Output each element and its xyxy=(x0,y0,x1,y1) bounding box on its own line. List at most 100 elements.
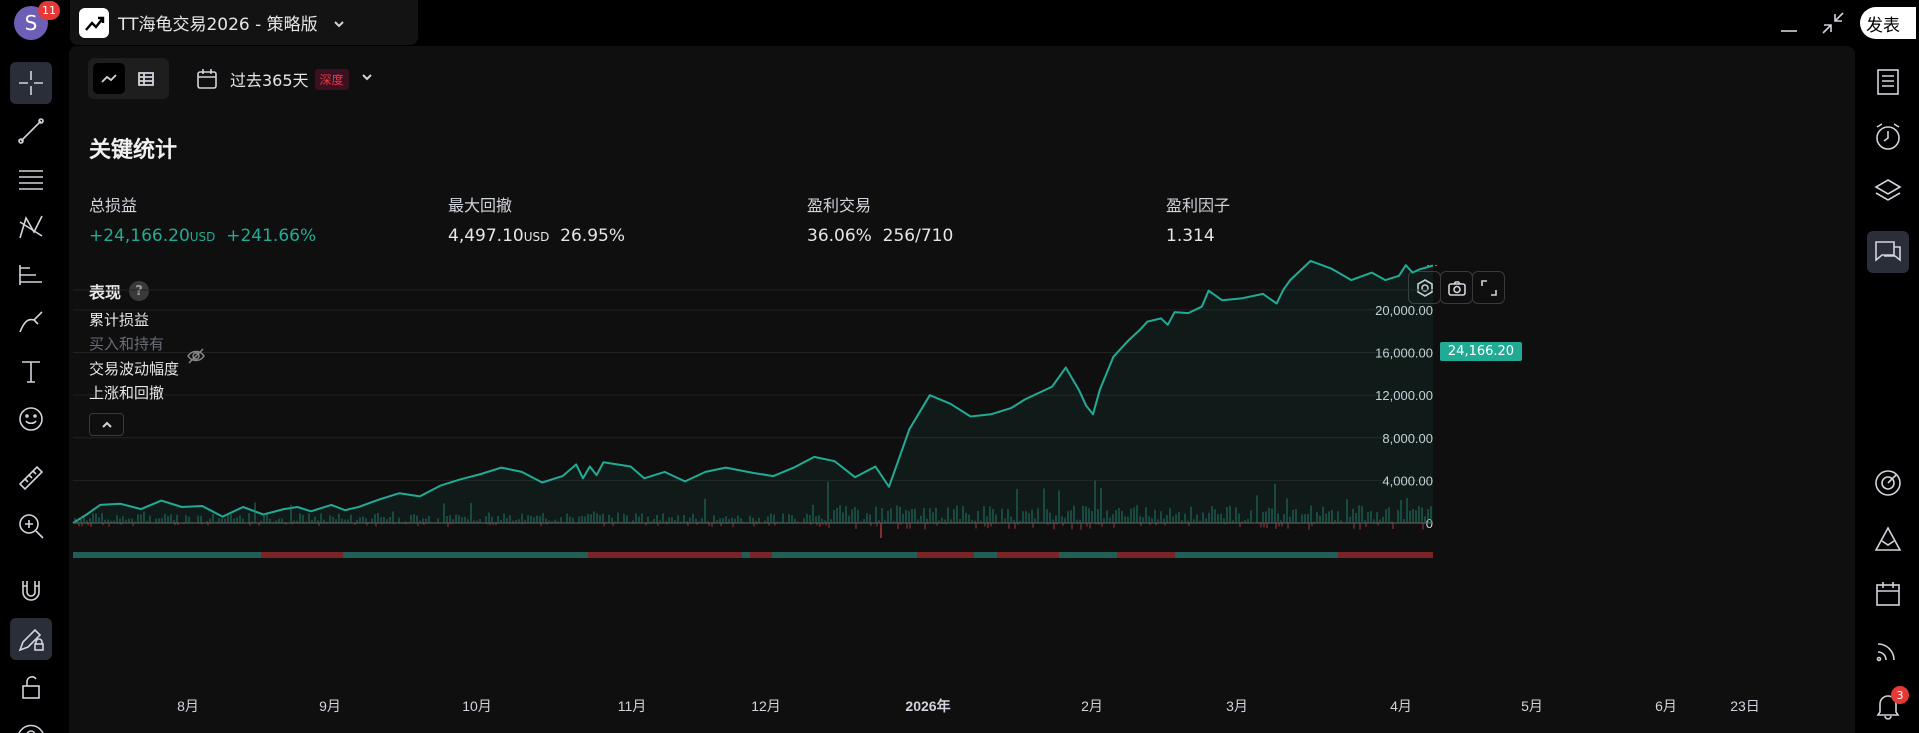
runup-drawdown-segment xyxy=(1338,552,1393,558)
stat-value: 36.06% 256/710 xyxy=(807,226,953,246)
ideas-button[interactable] xyxy=(1867,518,1909,560)
pencil-lock-icon xyxy=(18,628,44,652)
equity-line xyxy=(72,259,1434,524)
tab-title: TT海龟交易2026 - 策略版 xyxy=(118,15,318,35)
emoji-tool[interactable] xyxy=(10,398,52,440)
table-icon xyxy=(138,71,154,86)
chevron-down-icon[interactable] xyxy=(332,16,346,30)
runup-drawdown-segment xyxy=(1417,552,1433,558)
runup-drawdown-segment xyxy=(201,552,261,558)
period-selector[interactable]: 过去365天 深度 xyxy=(195,64,375,94)
runup-drawdown-segment xyxy=(457,552,515,558)
notification-badge: 11 xyxy=(38,1,60,20)
lock-drawings-tool[interactable] xyxy=(10,618,52,660)
runup-drawdown-segment xyxy=(742,552,750,558)
runup-drawdown-segment xyxy=(610,552,673,558)
runup-drawdown-segment xyxy=(1059,552,1117,558)
publish-button[interactable]: 发表 xyxy=(1860,7,1916,39)
stat-max-drawdown: 最大回撤 4,497.10USD 26.95% xyxy=(448,192,625,246)
text-tool[interactable] xyxy=(10,350,52,392)
layers-button[interactable] xyxy=(1867,170,1909,212)
performance-label: 表现 xyxy=(89,283,122,302)
table-view-button[interactable] xyxy=(130,63,162,94)
zoom-tool[interactable] xyxy=(10,505,52,547)
y-tick-label: 4,000.00 xyxy=(1382,473,1433,488)
eye-off-icon[interactable] xyxy=(186,346,206,370)
crosshair-tool[interactable] xyxy=(10,62,52,104)
runup-drawdown-segment xyxy=(1309,552,1338,558)
calendar-icon xyxy=(1876,582,1900,606)
runup-drawdown-segment xyxy=(1148,552,1155,558)
avatar-letter: S xyxy=(24,11,38,35)
forecast-tool[interactable] xyxy=(10,254,52,296)
pattern-tool[interactable] xyxy=(10,206,52,248)
win-rate-value: 36.06% xyxy=(807,226,872,246)
runup-drawdown-segment xyxy=(92,552,120,558)
view-toggle xyxy=(88,58,169,99)
legend-trade-excursion[interactable]: 交易波动幅度 xyxy=(89,360,180,378)
unlock-tool[interactable] xyxy=(10,666,52,708)
chevron-up-icon xyxy=(101,421,112,428)
eye-icon xyxy=(18,724,44,733)
ruler-tool[interactable] xyxy=(10,457,52,499)
runup-drawdown-segment xyxy=(150,552,158,558)
magnet-icon xyxy=(22,581,40,601)
visibility-tool[interactable] xyxy=(10,712,52,733)
calendar-button[interactable] xyxy=(1867,573,1909,615)
bell-badge: 3 xyxy=(1891,686,1909,704)
chart-view-button[interactable] xyxy=(93,63,125,94)
runup-drawdown-segment xyxy=(158,552,201,558)
document-tab[interactable]: TT海龟交易2026 - 策略版 xyxy=(70,0,418,45)
list-icon xyxy=(1877,69,1899,95)
performance-chart[interactable]: 20,000.00 16,000.00 12,000.00 8,000.00 4,000… xyxy=(69,46,1855,733)
runup-drawdown-segment xyxy=(1117,552,1148,558)
brush-tool[interactable] xyxy=(10,302,52,344)
key-stats-title: 关键统计 xyxy=(89,138,178,163)
runup-drawdown-segment xyxy=(1175,552,1222,558)
runup-drawdown-segment xyxy=(858,552,867,558)
runup-drawdown-segment xyxy=(588,552,595,558)
y-tick-label: 20,000.00 xyxy=(1375,303,1433,318)
runup-drawdown-segment xyxy=(595,552,610,558)
currency: USD xyxy=(523,230,550,244)
runup-drawdown-segment xyxy=(701,552,742,558)
x-tick-label: 3月 xyxy=(1226,698,1248,714)
zoom-in-icon xyxy=(19,514,44,539)
runup-drawdown-segment xyxy=(997,552,1018,558)
y-tick-label: 8,000.00 xyxy=(1382,431,1433,446)
legend-buy-and-hold[interactable]: 买入和持有 xyxy=(89,335,165,353)
legend-cumulative-pnl[interactable]: 累计损益 xyxy=(89,311,150,329)
text-icon xyxy=(22,361,40,383)
x-tick-label: 8月 xyxy=(177,698,199,714)
stat-value: 4,497.10USD 26.95% xyxy=(448,226,625,246)
restore-button[interactable] xyxy=(1820,10,1846,36)
help-icon[interactable]: ? xyxy=(129,281,150,301)
runup-drawdown-segment xyxy=(564,552,588,558)
stat-label: 盈利交易 xyxy=(807,196,872,215)
minimize-button[interactable] xyxy=(1776,10,1802,36)
runup-drawdown-segment xyxy=(1266,552,1309,558)
fib-lines-icon xyxy=(19,170,43,190)
magnet-tool[interactable] xyxy=(10,569,52,611)
currency: USD xyxy=(189,230,216,244)
targets-button[interactable] xyxy=(1867,462,1909,504)
chat-button[interactable] xyxy=(1867,231,1909,273)
deep-backtest-badge: 深度 xyxy=(314,68,349,90)
legend-runup-drawdown[interactable]: 上涨和回撤 xyxy=(89,384,165,402)
profit-factor-value: 1.314 xyxy=(1166,226,1215,246)
runup-drawdown-segment xyxy=(974,552,983,558)
stat-profitable-trades: 盈利交易 36.06% 256/710 xyxy=(807,192,953,246)
fib-tool[interactable] xyxy=(10,158,52,200)
runup-drawdown-segment xyxy=(673,552,701,558)
streams-button[interactable] xyxy=(1867,629,1909,671)
collapse-legend-button[interactable] xyxy=(89,413,124,436)
stat-profit-factor: 盈利因子 1.314 xyxy=(1166,192,1230,246)
fullscreen-button[interactable] xyxy=(1472,271,1505,304)
x-tick-label: 9月 xyxy=(319,698,341,714)
forecast-icon xyxy=(19,265,42,285)
watchlist-button[interactable] xyxy=(1867,61,1909,103)
alerts-button[interactable] xyxy=(1867,116,1909,158)
chevron-down-icon xyxy=(359,69,375,89)
trend-line-tool[interactable] xyxy=(10,110,52,152)
calendar-icon xyxy=(197,69,217,89)
